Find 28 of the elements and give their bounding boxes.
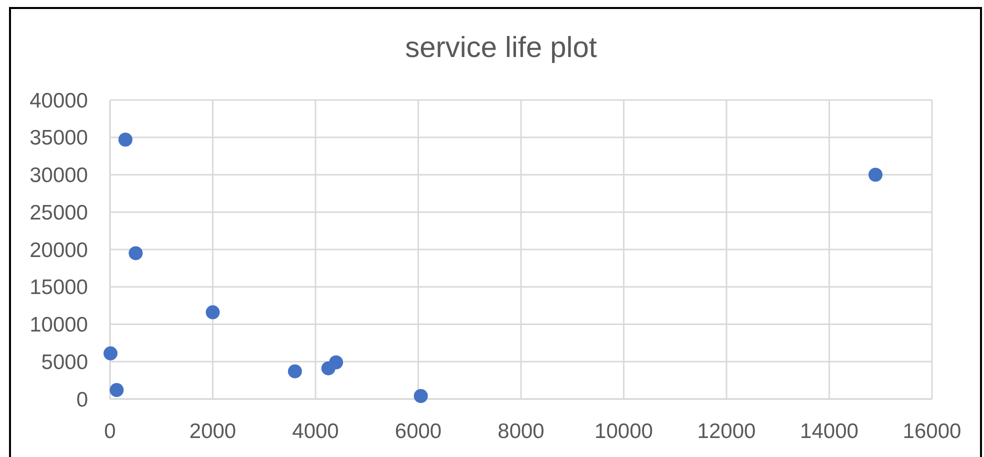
point xyxy=(868,168,882,182)
y-tick-label: 10000 xyxy=(30,314,88,337)
x-tick-label: 8000 xyxy=(498,420,544,443)
point xyxy=(104,346,118,360)
x-tick-label: 2000 xyxy=(189,420,236,443)
x-tick-label: 0 xyxy=(104,420,116,443)
point xyxy=(118,132,132,147)
x-tick-label: 10000 xyxy=(594,420,653,443)
y-tick-label: 25000 xyxy=(30,201,88,224)
y-tick-label: 20000 xyxy=(30,238,88,262)
x-tick-label: 16000 xyxy=(902,420,962,443)
x-tick-label: 14000 xyxy=(800,420,858,443)
point xyxy=(206,305,220,320)
point xyxy=(128,246,143,260)
point xyxy=(110,383,124,398)
x-tick-label: 12000 xyxy=(697,420,756,443)
y-tick-label: 40000 xyxy=(30,89,88,112)
point xyxy=(329,355,344,370)
chart-title: service life plot xyxy=(405,32,597,64)
point xyxy=(414,389,428,403)
y-tick-label: 30000 xyxy=(30,164,88,188)
y-tick-label: 0 xyxy=(76,388,88,412)
y-tick-label: 15000 xyxy=(30,276,88,300)
x-tick-label: 4000 xyxy=(292,420,339,443)
y-tick-label: 5000 xyxy=(41,350,88,374)
point xyxy=(288,364,302,378)
y-tick-label: 35000 xyxy=(30,126,88,150)
x-tick-label: 6000 xyxy=(394,420,442,443)
